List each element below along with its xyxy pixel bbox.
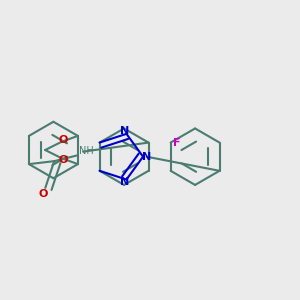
Text: N: N: [142, 152, 151, 162]
Text: F: F: [173, 138, 181, 148]
Text: N: N: [120, 177, 130, 187]
Text: N: N: [120, 127, 130, 136]
Text: O: O: [58, 155, 68, 165]
Text: NH: NH: [80, 146, 94, 156]
Text: O: O: [58, 135, 68, 145]
Text: O: O: [38, 189, 48, 200]
